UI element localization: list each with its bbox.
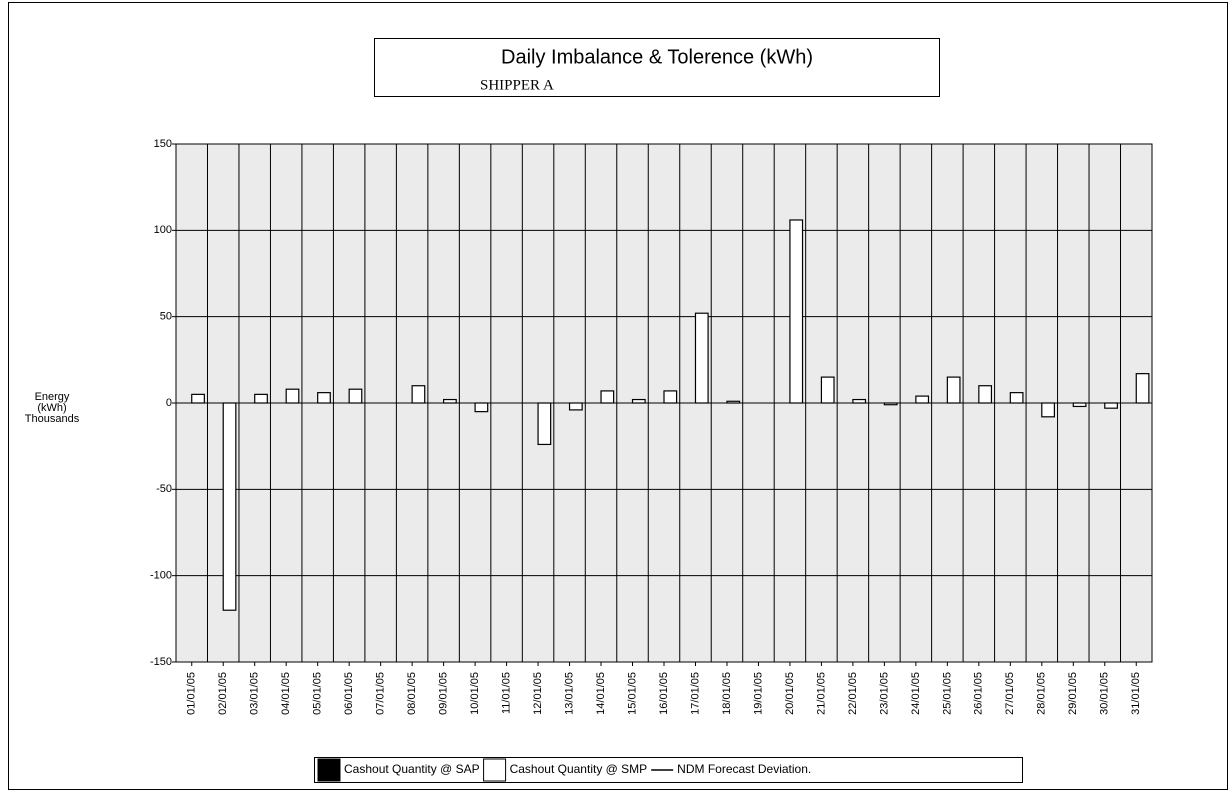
legend-swatch <box>317 758 341 782</box>
bar <box>600 390 615 404</box>
x-tick-label: 05/01/05 <box>312 672 324 715</box>
bar <box>946 376 961 404</box>
bar <box>694 312 709 404</box>
y-tick-label: -150 <box>150 656 172 668</box>
bar <box>631 398 646 404</box>
title-box <box>374 38 940 97</box>
bar <box>663 390 678 404</box>
x-tick-label: 26/01/05 <box>973 672 985 715</box>
y-tick-label: 0 <box>166 397 172 409</box>
bar <box>726 400 741 404</box>
x-tick-label: 19/01/05 <box>752 672 764 715</box>
bar <box>978 385 993 404</box>
x-tick-label: 25/01/05 <box>941 672 953 715</box>
x-tick-label: 20/01/05 <box>784 672 796 715</box>
x-tick-label: 09/01/05 <box>438 672 450 715</box>
x-tick-label: 21/01/05 <box>815 672 827 715</box>
x-tick-label: 27/01/05 <box>1004 672 1016 715</box>
x-tick-label: 01/01/05 <box>186 672 198 715</box>
x-tick-label: 22/01/05 <box>847 672 859 715</box>
x-tick-label: 15/01/05 <box>626 672 638 715</box>
bar <box>317 392 331 404</box>
x-tick-label: 10/01/05 <box>469 672 481 715</box>
bar <box>443 398 457 404</box>
x-tick-label: 04/01/05 <box>280 672 292 715</box>
bar <box>285 388 300 404</box>
bar <box>474 402 489 413</box>
y-tick-label: -50 <box>156 483 172 495</box>
x-tick-label: 23/01/05 <box>878 672 890 715</box>
x-tick-label: 30/01/05 <box>1099 672 1111 715</box>
bar <box>852 398 867 404</box>
bar <box>191 393 205 404</box>
x-tick-label: 03/01/05 <box>249 672 261 715</box>
x-tick-label: 16/01/05 <box>658 672 670 715</box>
bar <box>1041 402 1055 418</box>
x-tick-label: 17/01/05 <box>689 672 701 715</box>
x-tick-label: 07/01/05 <box>375 672 387 715</box>
legend-label: Cashout Quantity @ SMP <box>510 762 648 776</box>
x-tick-label: 13/01/05 <box>563 672 575 715</box>
bar <box>789 219 804 404</box>
bar <box>883 402 898 406</box>
x-tick-label: 29/01/05 <box>1067 672 1079 715</box>
x-tick-label: 18/01/05 <box>721 672 733 715</box>
x-tick-label: 08/01/05 <box>406 672 418 715</box>
bar <box>222 402 237 611</box>
bar <box>568 402 583 411</box>
legend-label: NDM Forecast Deviation. <box>677 762 811 776</box>
legend-label: Cashout Quantity @ SAP <box>344 762 480 776</box>
y-axis-label: Energy <box>35 391 70 403</box>
bar <box>820 376 835 404</box>
bar <box>254 393 268 404</box>
bar <box>1104 402 1118 409</box>
x-tick-label: 14/01/05 <box>595 672 607 715</box>
x-tick-label: 02/01/05 <box>217 672 229 715</box>
bar <box>1072 402 1087 408</box>
chart-subtitle: SHIPPER A <box>480 77 554 93</box>
x-tick-label: 31/01/05 <box>1130 672 1142 715</box>
chart-title: Daily Imbalance & Tolerence (kWh) <box>501 46 813 68</box>
bar <box>537 402 552 446</box>
x-tick-label: 24/01/05 <box>910 672 922 715</box>
bar <box>915 395 930 404</box>
y-tick-label: 150 <box>154 138 172 150</box>
bar <box>348 388 363 404</box>
legend-swatch <box>483 758 507 782</box>
x-tick-label: 28/01/05 <box>1036 672 1048 715</box>
y-tick-label: -100 <box>150 570 172 582</box>
y-tick-label: 100 <box>154 224 172 236</box>
y-axis-label: (kWh) <box>37 402 66 414</box>
y-axis-label: Thousands <box>25 413 80 425</box>
x-tick-label: 11/01/05 <box>500 672 512 714</box>
y-tick-label: 50 <box>160 311 172 323</box>
bar <box>1009 392 1024 404</box>
bar <box>411 385 426 404</box>
x-tick-label: 06/01/05 <box>343 672 355 715</box>
x-tick-label: 12/01/05 <box>532 672 544 715</box>
bar <box>1135 373 1150 404</box>
